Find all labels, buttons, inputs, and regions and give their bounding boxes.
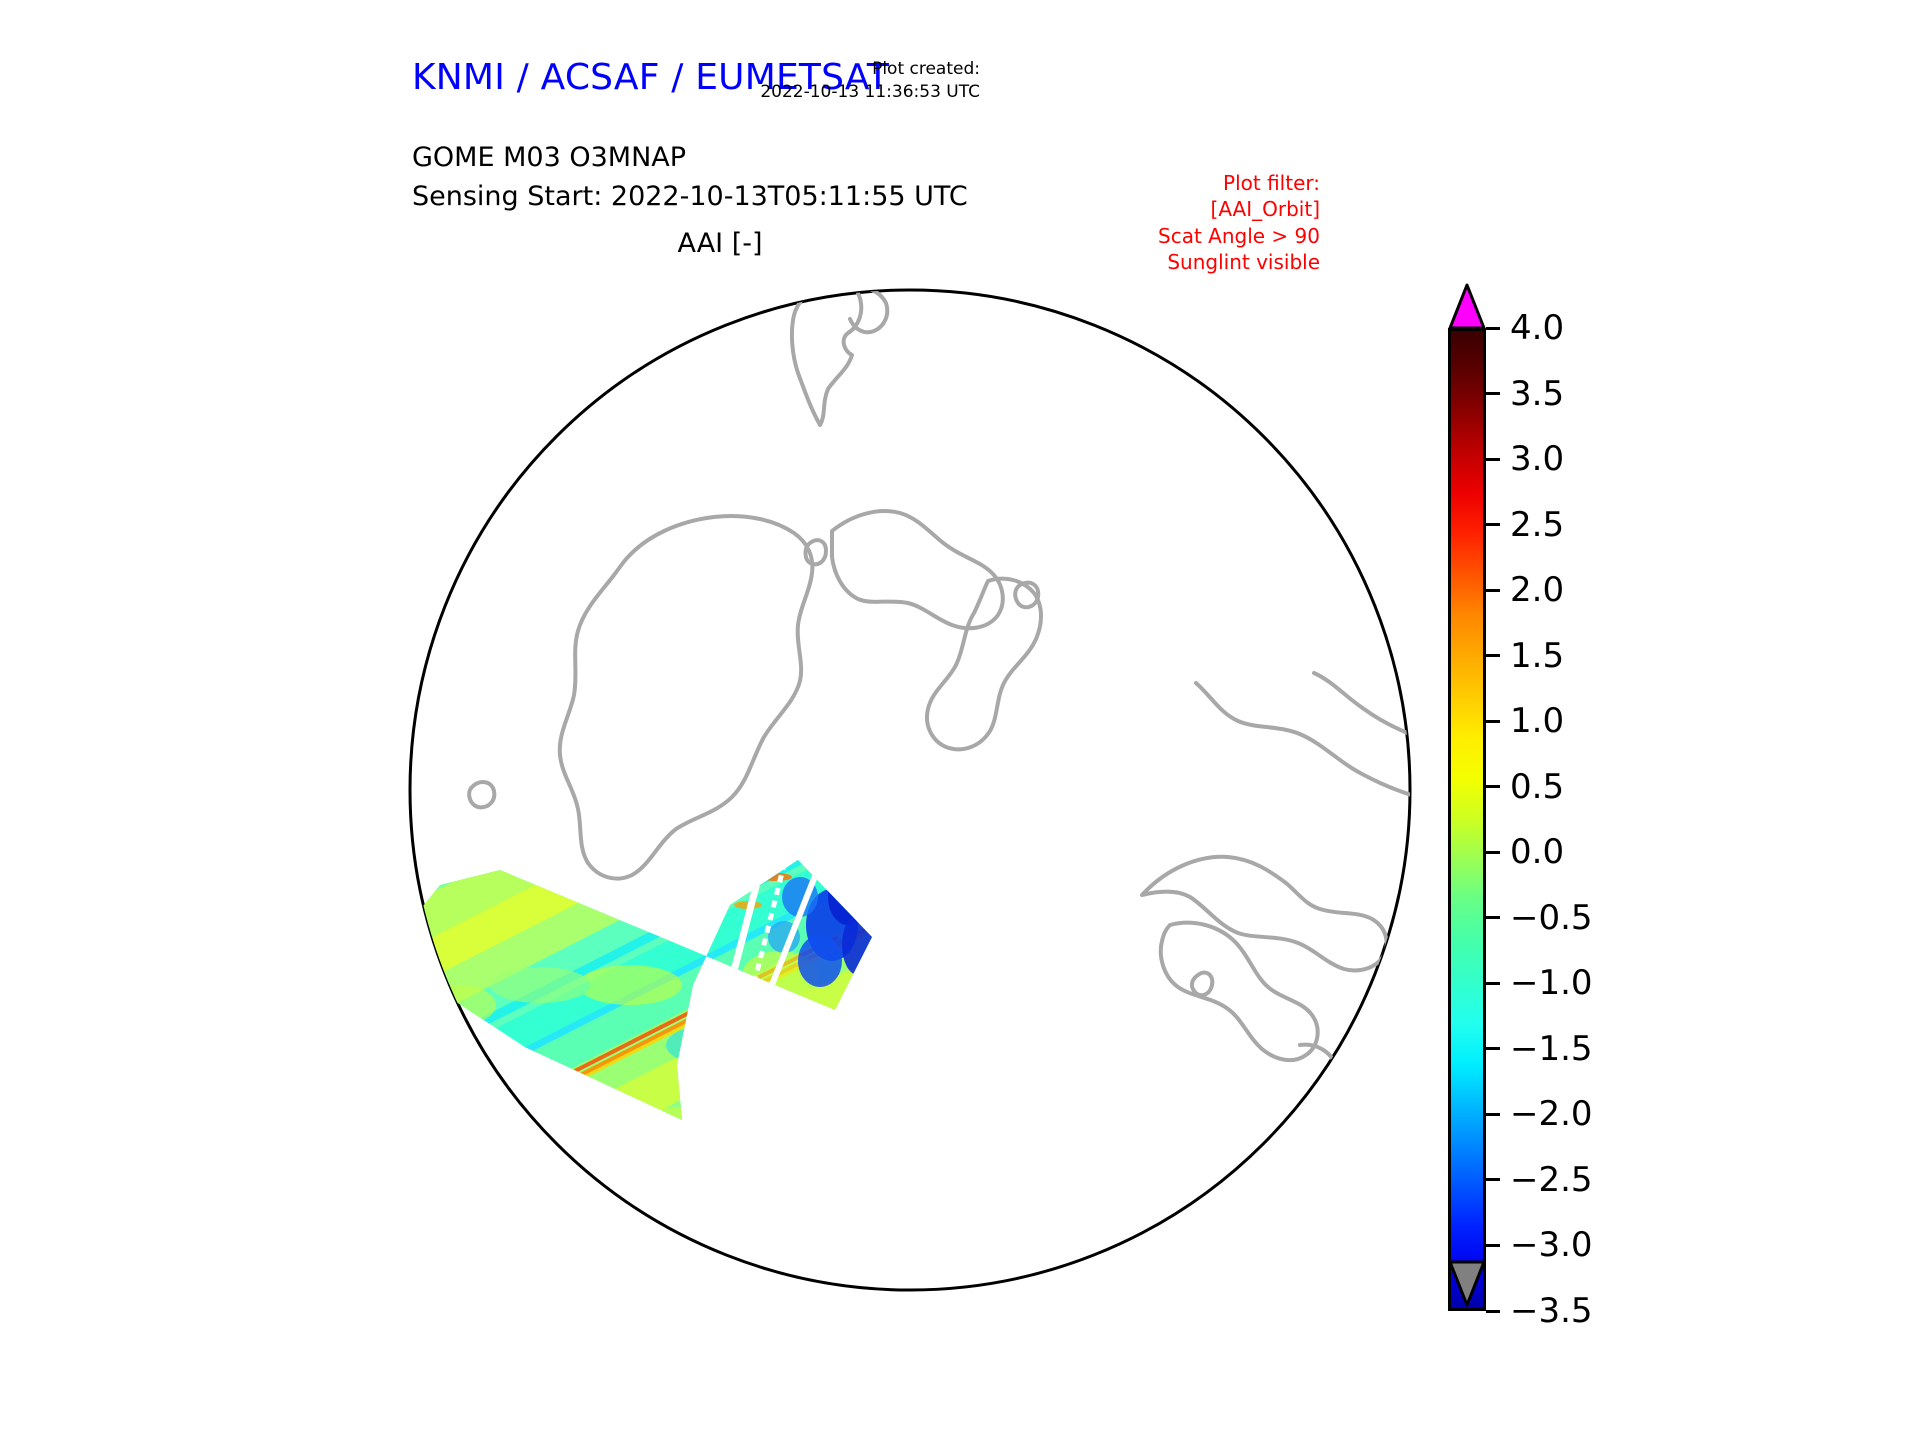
colorbar-tick: [1486, 654, 1500, 658]
colorbar-tick: [1486, 326, 1500, 330]
colorbar-tick: [1486, 1047, 1500, 1051]
plot-created-value: 2022-10-13 11:36:53 UTC: [760, 81, 980, 102]
coastline-small-island-b: [1189, 970, 1215, 998]
colorbar-tick-label: −3.0: [1510, 1225, 1593, 1266]
coastline-scandinavia-north: [848, 290, 890, 335]
filter-line-1: Plot filter:: [1223, 171, 1320, 195]
colorbar-tick-label: 1.0: [1510, 701, 1565, 742]
colorbar-tick: [1486, 1243, 1500, 1247]
filter-line-3: Scat Angle > 90: [1158, 223, 1320, 248]
colorbar-tick: [1486, 1112, 1500, 1116]
colorbar-tick: [1486, 523, 1500, 527]
colorbar-tick-label: 1.5: [1510, 635, 1565, 676]
colorbar-tick-label: 0.5: [1510, 766, 1565, 807]
plot-created-label: Plot created:: [872, 59, 980, 79]
colorbar-tick-label: 0.0: [1510, 832, 1565, 873]
colorbar-tick: [1486, 1309, 1500, 1313]
colorbar-tick: [1486, 1178, 1500, 1182]
coastline-ellesmere: [830, 509, 1005, 631]
coastline-edge-nw: [410, 307, 485, 379]
colorbar-tick: [1486, 850, 1500, 854]
coastline-baffin: [925, 576, 1043, 752]
polar-map-svg: [408, 288, 1412, 1292]
globe-outline: [408, 288, 1412, 1292]
plot-filter-block: Plot filter: [AAI_Orbit] Scat Angle > 90…: [1020, 170, 1320, 276]
colorbar-over-arrow: [1448, 283, 1486, 330]
filter-line-4: Sunglint visible: [1167, 250, 1320, 275]
colorbar-tick: [1486, 916, 1500, 920]
quantity-label: AAI [-]: [677, 228, 763, 259]
coastline-archipelago-fragment: [1013, 580, 1041, 610]
coastline-scandinavia: [789, 290, 864, 427]
colorbar-tick-label: −0.5: [1510, 897, 1593, 938]
colorbar: 4.0 3.5 3.0 2.5 2.0 1.5 1.0 0.5 0.0 −0.5 −1.0 −1.5 −…: [1448, 283, 1868, 1328]
colorbar-tick: [1486, 981, 1500, 985]
coastline-chukotka: [1312, 671, 1410, 747]
instrument-line: GOME M03 O3MNAP: [412, 142, 687, 173]
colorbar-tick-label: 3.0: [1510, 439, 1565, 480]
coastline-siberia: [1194, 681, 1410, 807]
colorbar-tick-label: −1.0: [1510, 963, 1593, 1004]
colorbar-tick-label: −2.5: [1510, 1159, 1593, 1200]
colorbar-tick: [1486, 588, 1500, 592]
coastline-small-island-a: [803, 538, 828, 567]
colorbar-tick-label: 4.0: [1510, 308, 1565, 348]
colorbar-tick-label: 2.5: [1510, 504, 1565, 545]
colorbar-tick-label: −2.0: [1510, 1094, 1593, 1135]
filter-line-2: [AAI_Orbit]: [1210, 197, 1320, 222]
organisation-title: KNMI / ACSAF / EUMETSAT: [412, 57, 890, 98]
colorbar-tick: [1486, 392, 1500, 396]
coastlines-group: [410, 290, 1410, 1126]
coastline-island-west: [503, 352, 570, 408]
plot-created-block: Plot created: 2022-10-13 11:36:53 UTC: [650, 58, 980, 104]
colorbar-tick: [1486, 457, 1500, 461]
colorbar-under-arrow: [1448, 1260, 1486, 1307]
coastline-alaska-mainland: [1158, 920, 1320, 1063]
map-area: [380, 285, 1440, 1295]
sensing-start-line: Sensing Start: 2022-10-13T05:11:55 UTC: [412, 181, 968, 213]
colorbar-tick: [1486, 785, 1500, 789]
colorbar-tick-label: 2.0: [1510, 570, 1565, 611]
coastline-island-small-left: [467, 780, 497, 810]
colorbar-tick: [1486, 719, 1500, 723]
product-title-block: GOME M03 O3MNAP Sensing Start: 2022-10-1…: [412, 138, 968, 216]
colorbar-tick-label: −1.5: [1510, 1028, 1593, 1069]
colorbar-tick-label: 3.5: [1510, 373, 1565, 414]
colorbar-tick-label: −3.5: [1510, 1291, 1593, 1331]
colorbar-gradient-bar: [1448, 328, 1486, 1311]
